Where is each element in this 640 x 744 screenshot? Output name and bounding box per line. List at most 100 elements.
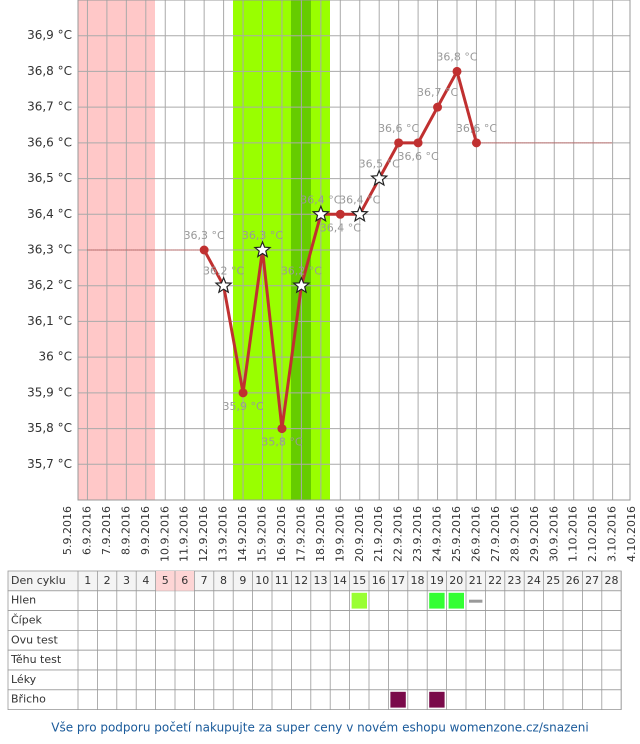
data-label: 36,8 °C <box>436 50 477 63</box>
table-row <box>7 610 622 631</box>
day-number: 7 <box>201 574 208 587</box>
x-tick-label: 7.9.2016 <box>100 506 113 555</box>
y-tick-label: 36,6 °C <box>27 135 72 149</box>
x-tick-label: 12.9.2016 <box>197 506 210 562</box>
x-tick-label: 6.9.2016 <box>80 506 93 555</box>
day-highlight <box>155 571 175 591</box>
y-tick-label: 36 °C <box>39 350 72 364</box>
point <box>394 138 404 148</box>
data-label: 35,8 °C <box>261 436 302 449</box>
data-label: 36,3 °C <box>184 229 225 242</box>
day-number: 19 <box>430 574 444 587</box>
x-tick-label: 5.9.2016 <box>61 506 74 555</box>
footer-link[interactable]: Vše pro podporu početí nakupujte za supe… <box>51 721 588 735</box>
table-row <box>7 649 622 671</box>
day-number: 22 <box>488 574 502 587</box>
cell-mark <box>351 592 367 609</box>
x-tick-label: 22.9.2016 <box>392 506 405 562</box>
star-point <box>292 276 311 294</box>
x-tick-label: 16.9.2016 <box>275 506 288 562</box>
x-tick-label: 18.9.2016 <box>314 506 327 562</box>
x-tick-label: 17.9.2016 <box>294 506 307 562</box>
x-tick-label: 23.9.2016 <box>411 506 424 562</box>
day-number: 5 <box>162 574 169 587</box>
x-tick-label: 25.9.2016 <box>450 506 463 562</box>
data-label: 36,6 °C <box>456 122 497 135</box>
data-label: 36,4 °C <box>320 221 361 234</box>
day-number: 16 <box>372 574 386 587</box>
day-number: 26 <box>566 574 580 587</box>
data-label: 36,6 °C <box>398 150 439 163</box>
x-tick-label: 8.9.2016 <box>119 506 132 555</box>
cell-mark <box>429 691 445 708</box>
x-tick-label: 30.9.2016 <box>547 506 560 562</box>
y-tick-label: 36,3 °C <box>27 243 72 257</box>
point <box>238 388 248 398</box>
y-tick-label: 36,7 °C <box>27 100 72 114</box>
x-tick-label: 27.9.2016 <box>489 506 502 562</box>
data-label: 36,3 °C <box>242 229 283 242</box>
point <box>277 424 287 434</box>
cell-mark <box>469 599 483 603</box>
table-row <box>7 630 622 651</box>
table-row <box>7 669 622 691</box>
row-label: Čípek <box>11 614 42 627</box>
day-number: 8 <box>220 574 227 587</box>
row-label: Těhu test <box>10 653 62 666</box>
point <box>433 102 443 112</box>
day-number: 1 <box>84 574 91 587</box>
day-number: 11 <box>275 574 289 587</box>
star-point <box>311 204 331 223</box>
day-number: 2 <box>104 574 111 587</box>
x-tick-label: 14.9.2016 <box>236 506 249 562</box>
point <box>471 138 481 148</box>
day-number: 28 <box>605 574 619 587</box>
day-number: 3 <box>123 574 130 587</box>
x-tick-label: 21.9.2016 <box>372 506 385 562</box>
data-label: 35,9 °C <box>222 400 263 413</box>
row-label: Léky <box>11 673 37 686</box>
day-number: 4 <box>142 574 149 587</box>
star-point <box>370 169 389 187</box>
point <box>335 209 345 219</box>
x-tick-label: 4.10.2016 <box>625 506 638 562</box>
row-label: Břicho <box>11 693 46 706</box>
x-tick-label: 29.9.2016 <box>528 506 541 562</box>
y-tick-label: 36,4 °C <box>27 207 72 221</box>
x-tick-label: 28.9.2016 <box>508 506 521 562</box>
table-row <box>7 590 622 611</box>
y-tick-label: 36,8 °C <box>27 64 72 78</box>
day-number: 27 <box>585 574 599 587</box>
row-label: Ovu test <box>11 633 58 646</box>
day-number: 25 <box>546 574 560 587</box>
day-number: 23 <box>508 574 522 587</box>
y-tick-label: 36,9 °C <box>27 28 72 42</box>
data-label: 36,4 °C <box>300 193 341 206</box>
y-tick-label: 36,2 °C <box>27 278 72 292</box>
data-label: 36,2 °C <box>203 265 244 278</box>
day-number: 13 <box>314 574 328 587</box>
y-tick-label: 36,5 °C <box>27 171 72 185</box>
point <box>413 138 423 148</box>
x-tick-label: 24.9.2016 <box>431 506 444 562</box>
y-tick-label: 35,9 °C <box>27 385 72 399</box>
day-number: 6 <box>181 574 188 587</box>
day-number: 24 <box>527 574 541 587</box>
data-label: 36,5 °C <box>359 158 400 171</box>
y-tick-label: 35,8 °C <box>27 421 72 435</box>
data-label: 36,6 °C <box>378 122 419 135</box>
point <box>452 66 462 76</box>
point <box>199 245 209 255</box>
x-tick-label: 9.9.2016 <box>139 506 152 555</box>
star-point <box>253 240 272 258</box>
star-point <box>214 276 233 294</box>
x-tick-label: 20.9.2016 <box>353 506 366 562</box>
cell-mark <box>429 592 445 609</box>
day-number: 20 <box>449 574 463 587</box>
x-tick-label: 10.9.2016 <box>158 506 171 562</box>
x-tick-label: 3.10.2016 <box>606 506 619 562</box>
day-number: 10 <box>255 574 269 587</box>
table-header: Den cyklu <box>11 574 66 587</box>
x-tick-label: 26.9.2016 <box>469 506 482 562</box>
